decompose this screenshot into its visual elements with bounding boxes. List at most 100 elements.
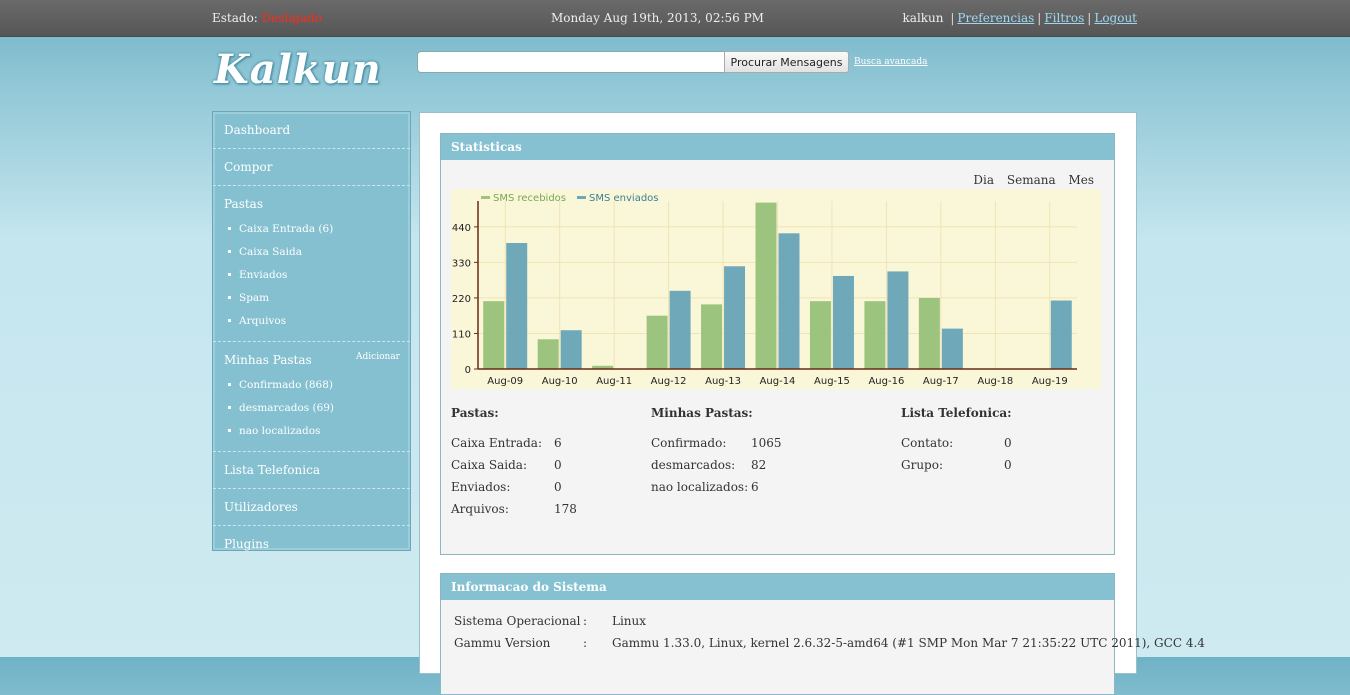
system-info-key: Sistema Operacional	[454, 614, 581, 628]
stats-value: 178	[554, 502, 577, 516]
logo-text: Kalkun	[214, 46, 382, 93]
sms-chart: 0 110 220 330 440 Aug-09 Aug-10 Aug-11 Aug-12 Aug…	[451, 189, 1101, 389]
system-info-value: Gammu 1.33.0, Linux, kernel 2.6.32-5-amd…	[612, 636, 1205, 650]
chart-x-tick-label: Aug-17	[923, 376, 959, 387]
stats-value: 6	[751, 480, 759, 494]
chart-x-tick-label: Aug-10	[542, 376, 578, 387]
phonebook-stats: Lista Telefonica: Contato: 0 Grupo: 0	[901, 406, 1081, 480]
chart-x-tick-label: Aug-15	[814, 376, 850, 387]
chart-bar	[560, 330, 582, 369]
stats-row: Caixa Saida: 0	[451, 458, 631, 480]
chart-bar	[941, 328, 963, 369]
sidebar-section-my-folders: Minhas Pastas Adicionar Confirmado (868)…	[213, 342, 410, 452]
stats-value: 1065	[751, 436, 782, 450]
top-bar: Estado: Desligado Monday Aug 19th, 2013,…	[0, 0, 1350, 37]
chart-bar	[918, 297, 940, 369]
phonebook-stats-title: Lista Telefonica:	[901, 406, 1012, 420]
folder-outbox[interactable]: Caixa Saida	[213, 245, 410, 268]
advanced-search-link[interactable]: Busca avancada	[854, 57, 928, 67]
folders-stats: Pastas: Caixa Entrada: 6 Caixa Saida: 0 En…	[451, 406, 631, 524]
chart-y-tick-label: 0	[465, 365, 471, 376]
statistics-panel-title: Statisticas	[441, 134, 1114, 160]
chart-bar	[887, 271, 909, 369]
chart-y-tick-label: 220	[452, 294, 471, 305]
stats-value: 0	[554, 458, 562, 472]
folders-stats-title: Pastas:	[451, 406, 499, 420]
chart-x-tick-label: Aug-16	[868, 376, 904, 387]
sidebar-section-dashboard: Dashboard	[213, 112, 410, 149]
system-info-separator: :	[583, 636, 588, 650]
logout-link[interactable]: Logout	[1094, 11, 1137, 25]
my-folder-not-found[interactable]: nao localizados	[213, 424, 410, 447]
search-input[interactable]	[417, 51, 727, 73]
sidebar-item-folders[interactable]: Pastas	[224, 197, 263, 211]
sidebar-section-users: Utilizadores	[213, 489, 410, 526]
divider: |	[1087, 11, 1092, 25]
chart-x-tick-label: Aug-11	[596, 376, 632, 387]
connection-status: Estado: Desligado	[212, 11, 322, 25]
sidebar-section-compose: Compor	[213, 149, 410, 186]
sidebar-item-users[interactable]: Utilizadores	[224, 500, 298, 514]
stats-value: 0	[1004, 458, 1012, 472]
chart-x-tick-label: Aug-13	[705, 376, 741, 387]
chart-bar	[646, 315, 668, 369]
chart-y-tick-label: 110	[452, 329, 471, 340]
my-folder-confirmed[interactable]: Confirmado (868)	[213, 378, 410, 401]
sidebar-section-folders: Pastas Caixa Entrada (6) Caixa Saida Env…	[213, 186, 410, 342]
preferences-link[interactable]: Preferencias	[957, 11, 1035, 25]
chart-x-tick-label: Aug-12	[651, 376, 687, 387]
stats-label: Confirmado:	[651, 436, 727, 450]
divider: |	[1037, 11, 1042, 25]
chart-legend-label: SMS recebidos	[493, 193, 566, 204]
my-folder-list: Confirmado (868) desmarcados (69) nao lo…	[213, 378, 410, 451]
stats-label: Grupo:	[901, 458, 943, 472]
folder-sent[interactable]: Enviados	[213, 268, 410, 291]
my-folder-unmarked[interactable]: desmarcados (69)	[213, 401, 410, 424]
chart-legend-swatch	[481, 196, 490, 199]
sidebar: Dashboard Compor Pastas Caixa Entrada (6…	[212, 111, 411, 551]
divider: |	[950, 11, 955, 25]
chart-x-tick-label: Aug-14	[760, 376, 796, 387]
sidebar-item-compose[interactable]: Compor	[224, 160, 273, 174]
range-month-link[interactable]: Mes	[1068, 173, 1094, 187]
chart-legend-label: SMS enviados	[589, 193, 659, 204]
chart-x-tick-label: Aug-19	[1032, 376, 1068, 387]
search-messages-button[interactable]: Procurar Mensagens	[724, 51, 849, 73]
filters-link[interactable]: Filtros	[1044, 11, 1085, 25]
sidebar-item-my-folders[interactable]: Minhas Pastas	[224, 353, 312, 367]
chart-x-tick-label: Aug-18	[977, 376, 1013, 387]
stats-value: 6	[554, 436, 562, 450]
kalkun-logo[interactable]: Kalkun	[214, 44, 382, 96]
range-week-link[interactable]: Semana	[1006, 173, 1056, 187]
chart-bar	[755, 202, 777, 369]
current-datetime: Monday Aug 19th, 2013, 02:56 PM	[551, 11, 764, 25]
main-content: Statisticas Dia Semana Mes 0 110 220 330 440…	[419, 112, 1205, 695]
stats-row: Grupo: 0	[901, 458, 1081, 480]
stats-row: Contato: 0	[901, 436, 1081, 458]
sidebar-item-dashboard[interactable]: Dashboard	[224, 123, 291, 137]
folder-spam[interactable]: Spam	[213, 291, 410, 314]
system-info-table: Sistema Operacional : Linux Gammu Versio…	[454, 614, 1205, 658]
username: kalkun	[902, 11, 944, 25]
chart-bar	[669, 290, 691, 369]
chart-bar	[537, 339, 559, 369]
sms-chart-svg: 0 110 220 330 440 Aug-09 Aug-10 Aug-11 Aug-12 Aug…	[451, 189, 1101, 389]
my-folders-stats-title: Minhas Pastas:	[651, 406, 753, 420]
system-info-row: Sistema Operacional : Linux	[454, 614, 1104, 636]
statistics-panel: Statisticas Dia Semana Mes 0 110 220 330 440…	[440, 133, 1115, 555]
system-info-separator: :	[583, 614, 588, 628]
range-day-link[interactable]: Dia	[973, 173, 995, 187]
chart-bar	[809, 301, 831, 369]
chart-bar	[701, 304, 723, 369]
add-folder-link[interactable]: Adicionar	[356, 352, 400, 362]
sidebar-item-plugins[interactable]: Plugins	[224, 537, 270, 551]
chart-bar	[864, 301, 886, 369]
sidebar-item-phonebook[interactable]: Lista Telefonica	[224, 463, 320, 477]
range-switcher: Dia Semana Mes	[964, 173, 1094, 187]
chart-bar	[506, 243, 528, 369]
stats-label: Contato:	[901, 436, 954, 450]
folder-archive[interactable]: Arquivos	[213, 314, 410, 337]
status-label: Estado:	[212, 11, 258, 25]
stats-label: nao localizados:	[651, 480, 749, 494]
folder-inbox[interactable]: Caixa Entrada (6)	[213, 222, 410, 245]
